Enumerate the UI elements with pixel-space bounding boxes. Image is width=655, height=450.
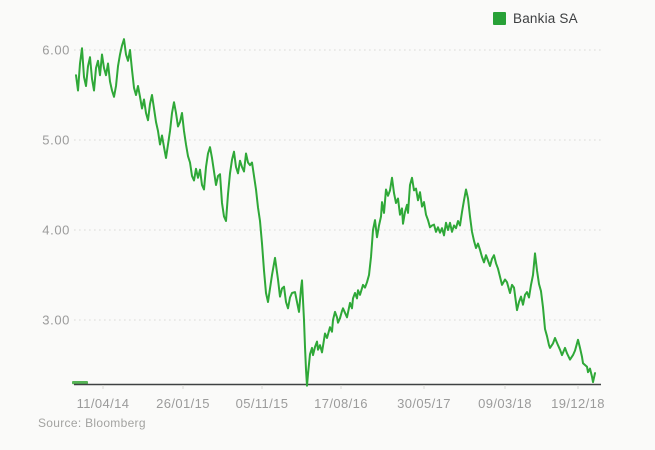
y-tick-label: 4.00 <box>42 222 70 238</box>
x-tick-label: 19/12/18 <box>551 396 605 411</box>
legend-label: Bankia SA <box>513 11 578 26</box>
x-tick-label: 05/11/15 <box>235 396 289 411</box>
x-tick-label: 09/03/18 <box>478 396 532 411</box>
x-tick-label: 26/01/15 <box>156 396 210 411</box>
x-tick-label: 11/04/14 <box>76 396 130 411</box>
series-line-bankia <box>75 38 596 387</box>
x-axis-ticks <box>102 385 579 389</box>
legend-swatch-icon <box>493 12 506 25</box>
y-tick-label: 3.00 <box>42 312 70 328</box>
source-note: Source: Bloomberg <box>38 416 146 430</box>
x-tick-label: 30/05/17 <box>397 396 451 411</box>
y-tick-label: 5.00 <box>42 132 70 148</box>
baseline-start-marker <box>72 381 88 385</box>
gridlines <box>74 49 601 321</box>
y-tick-label: 6.00 <box>42 42 70 58</box>
legend: Bankia SA <box>493 11 578 26</box>
x-tick-label: 17/08/16 <box>314 396 368 411</box>
